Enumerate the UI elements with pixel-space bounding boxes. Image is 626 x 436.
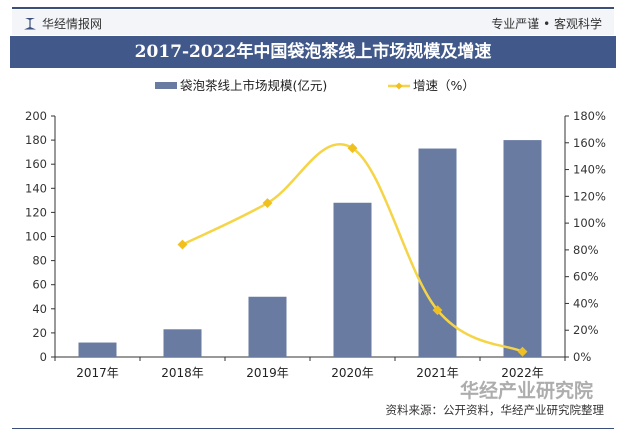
bottom-border [12,428,614,429]
bar-2022年 [503,140,542,357]
right-tick-label: 120% [573,189,606,203]
right-tick-label: 20% [573,323,599,337]
left-tick-label: 180 [25,133,47,147]
left-tick-label: 160 [25,157,47,171]
x-tick-label: 2017年 [76,366,119,380]
growth-point [432,305,443,316]
bar-2021年 [418,148,457,357]
left-tick-label: 140 [25,181,47,195]
legend-bar-label: 袋泡茶线上市场规模(亿元) [180,78,327,93]
growth-point [177,239,188,250]
brand-name: 华经情报网 [42,17,103,31]
right-tick-label: 40% [573,296,599,310]
source-note: 资料来源：公开资料，华经产业研究院整理 [385,403,605,417]
x-tick-label: 2020年 [331,366,374,380]
header-bar: 华经情报网 专业严谨 • 客观科学 [12,10,614,35]
right-tick-label: 0% [573,350,591,364]
bar-2018年 [163,329,202,357]
left-tick-label: 20 [32,326,47,340]
left-tick-label: 60 [32,278,47,292]
chart-title: 2017-2022年中国袋泡茶线上市场规模及增速 [10,36,616,68]
left-tick-label: 0 [40,350,47,364]
left-tick-label: 120 [25,205,47,219]
growth-point [517,346,528,357]
x-tick-label: 2019年 [246,366,289,380]
right-tick-label: 180% [573,109,606,123]
x-tick-label: 2018年 [161,366,204,380]
growth-line [181,143,524,353]
left-tick-label: 40 [32,302,47,316]
x-tick-label: 2021年 [416,366,459,380]
bar-2019年 [248,296,287,357]
right-tick-label: 60% [573,270,599,284]
legend-line-label: 增速（%） [413,78,475,93]
growth-point [347,143,358,154]
right-tick-label: 100% [573,216,606,230]
bar-2017年 [78,342,117,357]
right-tick-label: 80% [573,243,599,257]
growth-point [262,198,273,208]
legend-bar-swatch [155,82,177,89]
right-tick-label: 160% [573,136,606,150]
legend-line-marker [395,82,403,90]
right-tick-label: 140% [573,163,606,177]
left-tick-label: 200 [25,109,47,123]
left-tick-label: 80 [32,254,47,268]
x-tick-label: 2022年 [501,366,544,380]
left-tick-label: 100 [25,230,47,244]
watermark: 华经产业研究院 [460,380,594,402]
brand: 华经情报网 [24,15,102,32]
slogan: 专业严谨 • 客观科学 [491,17,602,31]
top-border [12,7,614,9]
bar-2020年 [333,202,372,357]
